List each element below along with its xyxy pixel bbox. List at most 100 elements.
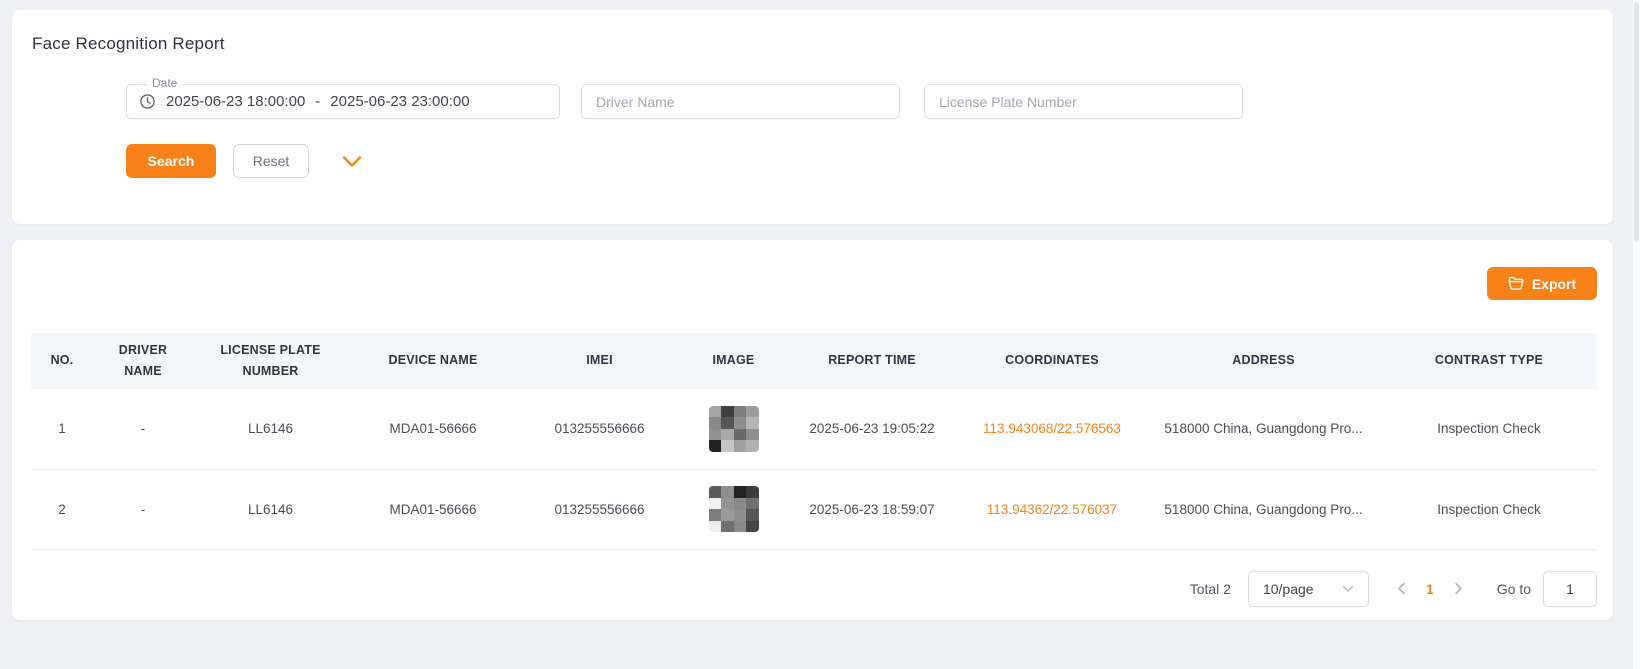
image-pixel <box>746 428 759 441</box>
page-scrollbar[interactable] <box>1633 0 1640 669</box>
coordinates-link[interactable]: 113.943068/22.576563 <box>983 421 1121 437</box>
image-pixel <box>721 417 734 429</box>
date-range-value: 2025-06-23 18:00:00 - 2025-06-23 23:00:0… <box>166 93 470 110</box>
image-pixel <box>746 520 759 532</box>
cell-report-time: 2025-06-23 18:59:07 <box>786 469 958 550</box>
cell-device-name: MDA01-56666 <box>348 389 518 470</box>
image-pixel <box>746 405 759 418</box>
image-pixel <box>708 405 721 418</box>
cell-contrast-type: Inspection Check <box>1381 469 1597 550</box>
scrollbar-thumb[interactable] <box>1634 2 1639 242</box>
cell-device-name: MDA01-56666 <box>348 469 518 550</box>
expand-filters-toggle[interactable] <box>341 155 363 168</box>
clock-icon <box>139 93 156 110</box>
export-button[interactable]: Export <box>1487 267 1597 300</box>
goto-page-input[interactable] <box>1543 570 1597 607</box>
date-end: 2025-06-23 23:00:00 <box>330 93 470 110</box>
cell-no: 2 <box>31 469 93 550</box>
page-size-select[interactable]: 10/page <box>1247 570 1369 607</box>
date-range-field[interactable]: Date 2025-06-23 18:00:00 - 2025-06-23 23… <box>126 76 560 119</box>
table-header: NO. DRIVER NAME LICENSE PLATE NUMBER DEVICE… <box>31 333 1597 389</box>
image-pixel <box>733 509 746 521</box>
page-number-current[interactable]: 1 <box>1425 580 1434 597</box>
page-title: Face Recognition Report <box>32 34 225 53</box>
column-header-report_time: REPORT TIME <box>786 333 958 389</box>
total-count-label: Total 2 <box>1189 580 1231 597</box>
cell-imei: 013255556666 <box>518 469 681 550</box>
column-header-no: NO. <box>31 333 93 389</box>
filter-card: Face Recognition Report Date 2025-06-23 … <box>12 10 1613 224</box>
image-pixel <box>708 520 721 532</box>
image-pixel <box>708 428 721 441</box>
image-pixel <box>721 428 734 441</box>
image-pixel <box>746 440 759 452</box>
export-button-label: Export <box>1531 275 1577 292</box>
column-header-contrast_type: CONTRAST TYPE <box>1381 333 1597 389</box>
column-header-license_plate: LICENSE PLATE NUMBER <box>193 333 348 389</box>
page-size-value: 10/page <box>1262 580 1314 597</box>
chevron-right-icon <box>1454 582 1463 595</box>
table-row: 1- LL6146 MDA01-56666 013255556666 2025-06-2… <box>31 389 1597 470</box>
chevron-down-icon <box>1342 585 1354 593</box>
image-pixel <box>708 440 721 452</box>
image-pixel <box>733 405 746 418</box>
image-pixel <box>746 509 759 521</box>
reset-button[interactable]: Reset <box>233 144 309 178</box>
column-header-device_name: DEVICE NAME <box>348 333 518 389</box>
chevron-down-icon <box>341 155 363 168</box>
image-pixel <box>733 417 746 429</box>
image-pixel <box>733 440 746 452</box>
driver-name-input[interactable] <box>581 84 900 119</box>
image-pixel <box>746 486 759 498</box>
image-pixel <box>721 520 734 532</box>
image-pixel <box>733 497 746 509</box>
cell-driver-name: - <box>93 389 193 470</box>
chevron-left-icon <box>1397 582 1406 595</box>
image-pixel <box>708 417 721 429</box>
image-pixel <box>721 497 734 509</box>
image-pixel <box>708 509 721 521</box>
face-recognition-table: NO. DRIVER NAME LICENSE PLATE NUMBER DEVICE… <box>31 333 1597 550</box>
face-image-thumbnail[interactable] <box>708 405 759 452</box>
cell-report-time: 2025-06-23 19:05:22 <box>786 389 958 470</box>
report-table-card: Export NO. DRIVER NAME LICENSE PLATE NUMBE… <box>12 240 1613 620</box>
pagination: Total 2 10/page 1 <box>31 570 1597 607</box>
cell-contrast-type: Inspection Check <box>1381 389 1597 470</box>
cell-image <box>681 469 786 550</box>
column-header-coordinates: COORDINATES <box>958 333 1146 389</box>
previous-page-button[interactable] <box>1393 578 1410 599</box>
date-field-label: Date <box>147 76 183 90</box>
column-header-address: ADDRESS <box>1146 333 1381 389</box>
column-header-driver_name: DRIVER NAME <box>93 333 193 389</box>
license-plate-input[interactable] <box>924 84 1243 119</box>
image-pixel <box>721 486 734 498</box>
filter-actions: Search Reset <box>126 144 1593 178</box>
cell-imei: 013255556666 <box>518 389 681 470</box>
table-header-row: NO. DRIVER NAME LICENSE PLATE NUMBER DEVICE… <box>31 333 1597 389</box>
image-pixel <box>733 520 746 532</box>
image-pixel <box>733 428 746 441</box>
filter-form: Date 2025-06-23 18:00:00 - 2025-06-23 23… <box>126 76 1593 119</box>
cell-address: 518000 China, Guangdong Pro... <box>1146 389 1381 470</box>
image-pixel <box>721 509 734 521</box>
table-body: 1- LL6146 MDA01-56666 013255556666 2025-06-2… <box>31 389 1597 550</box>
page: Face Recognition Report Date 2025-06-23 … <box>12 10 1613 620</box>
export-row: Export <box>31 267 1597 300</box>
cell-license-plate: LL6146 <box>193 469 348 550</box>
coordinates-link[interactable]: 113.94362/22.576037 <box>986 501 1118 517</box>
column-header-image: IMAGE <box>681 333 786 389</box>
search-button[interactable]: Search <box>126 144 216 178</box>
date-separator: - <box>315 93 321 110</box>
export-icon <box>1508 276 1524 291</box>
cell-image <box>681 389 786 470</box>
image-pixel <box>721 440 734 452</box>
cell-address: 518000 China, Guangdong Pro... <box>1146 469 1381 550</box>
face-image-thumbnail[interactable] <box>708 486 759 532</box>
goto-page-label: Go to <box>1496 580 1531 597</box>
cell-license-plate: LL6146 <box>193 389 348 470</box>
table-row: 2- LL6146 MDA01-56666 013255556666 2025-06-2… <box>31 469 1597 550</box>
cell-coordinates: 113.94362/22.576037 <box>958 469 1146 550</box>
next-page-button[interactable] <box>1450 578 1467 599</box>
column-header-imei: IMEI <box>518 333 681 389</box>
date-start: 2025-06-23 18:00:00 <box>166 93 306 110</box>
